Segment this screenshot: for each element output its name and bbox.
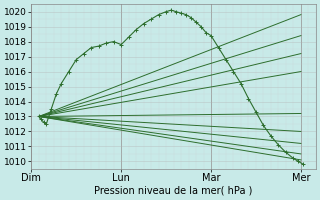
X-axis label: Pression niveau de la mer( hPa ): Pression niveau de la mer( hPa ) (94, 186, 253, 196)
